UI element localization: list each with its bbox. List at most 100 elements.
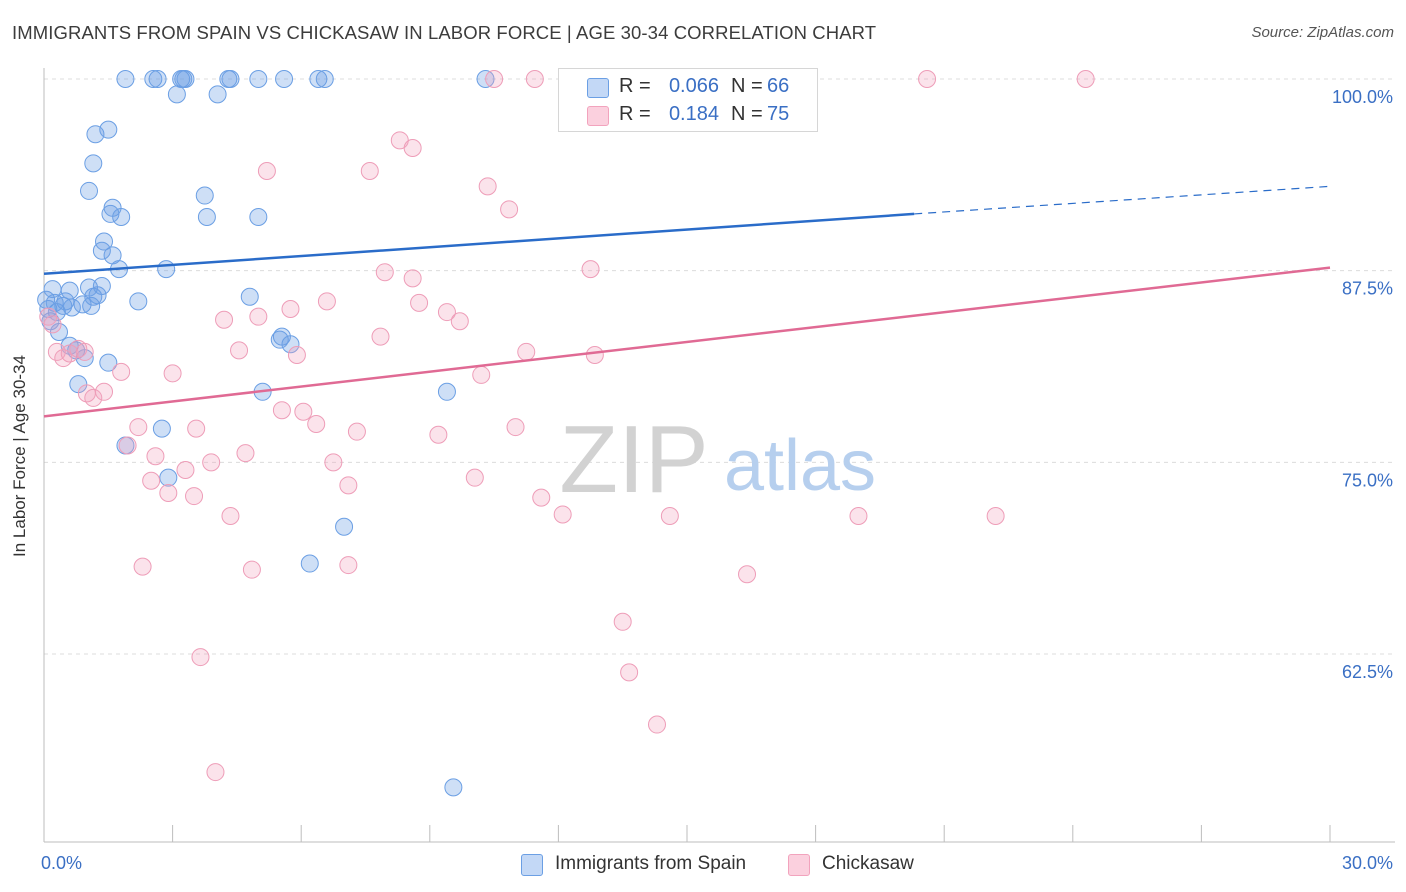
point-spain xyxy=(167,85,186,104)
point-chickasaw xyxy=(206,763,225,782)
point-chickasaw xyxy=(918,70,937,88)
point-spain xyxy=(112,208,131,226)
point-spain xyxy=(88,286,107,305)
point-spain xyxy=(84,154,103,173)
point-chickasaw xyxy=(118,436,137,455)
legend-swatch-spain xyxy=(521,854,543,876)
point-chickasaw xyxy=(360,162,379,180)
point-spain xyxy=(208,85,227,104)
point-chickasaw xyxy=(465,468,484,487)
point-chickasaw xyxy=(339,476,358,495)
point-spain xyxy=(197,208,216,226)
point-chickasaw xyxy=(660,507,679,525)
point-spain xyxy=(157,260,176,279)
point-chickasaw xyxy=(43,315,62,334)
point-spain xyxy=(129,292,148,311)
point-spain xyxy=(92,241,111,260)
point-chickasaw xyxy=(371,327,390,346)
point-spain xyxy=(240,287,259,306)
point-spain xyxy=(281,335,300,354)
point-spain xyxy=(92,277,111,295)
legend-r-label: R = xyxy=(619,75,651,97)
point-chickasaw xyxy=(163,364,182,383)
point-chickasaw xyxy=(585,346,604,364)
point-chickasaw xyxy=(472,365,491,384)
point-chickasaw xyxy=(450,312,469,331)
point-chickasaw xyxy=(202,453,221,472)
point-chickasaw xyxy=(738,565,757,584)
point-spain xyxy=(270,330,289,349)
legend-swatch-chickasaw xyxy=(788,854,810,876)
points-layer xyxy=(37,70,1095,797)
tick-label-layer: 100.0% 87.5% 75.0% 62.5% 0.0% 30.0% xyxy=(41,87,1393,873)
legend-label-spain: Immigrants from Spain xyxy=(555,853,747,874)
chart-title: IMMIGRANTS FROM SPAIN VS CHICKASAW IN LA… xyxy=(12,22,877,43)
legend-n-label: N = xyxy=(731,75,763,97)
legend-r-value-spain: 0.066 xyxy=(668,75,719,97)
y-tick-label: 100.0% xyxy=(1332,87,1393,107)
point-chickasaw xyxy=(517,342,536,361)
point-chickasaw xyxy=(307,415,326,433)
point-chickasaw xyxy=(429,425,448,444)
point-spain xyxy=(221,70,240,88)
point-spain xyxy=(309,70,328,88)
point-chickasaw xyxy=(347,422,366,441)
correlation-legend: R = 0.066 N = 66 R = 0.184 N = 75 xyxy=(558,68,818,132)
series-legend: Immigrants from Spain Chickasaw xyxy=(0,852,1406,880)
point-chickasaw xyxy=(187,419,206,438)
legend-swatch-chickasaw xyxy=(587,106,609,126)
point-chickasaw xyxy=(257,162,276,180)
legend-r-value-chickasaw: 0.184 xyxy=(668,103,719,125)
point-spain xyxy=(50,323,69,341)
point-spain xyxy=(148,70,167,88)
point-chickasaw xyxy=(478,177,497,196)
point-chickasaw xyxy=(95,382,114,401)
point-spain xyxy=(152,419,171,438)
source-label: Source: ZipAtlas.com xyxy=(1251,24,1394,41)
legend-swatch-spain xyxy=(587,78,609,98)
point-chickasaw xyxy=(287,346,306,364)
point-chickasaw xyxy=(60,344,79,363)
point-chickasaw xyxy=(129,418,148,437)
x-tick-label: 0.0% xyxy=(41,853,82,873)
point-chickasaw xyxy=(75,342,94,361)
point-chickasaw xyxy=(242,560,261,579)
point-chickasaw xyxy=(84,388,103,407)
point-spain xyxy=(195,186,214,205)
legend-n-label: N = xyxy=(731,103,763,125)
trendline-spain-extension xyxy=(914,185,1331,215)
point-spain xyxy=(437,382,456,401)
y-tick-label: 87.5% xyxy=(1342,279,1393,299)
point-chickasaw xyxy=(191,648,210,667)
point-chickasaw xyxy=(620,663,639,682)
point-chickasaw xyxy=(500,200,519,219)
point-chickasaw xyxy=(849,507,868,525)
point-spain xyxy=(275,70,294,88)
point-spain xyxy=(80,181,99,200)
point-chickasaw xyxy=(410,293,429,312)
point-chickasaw xyxy=(221,507,240,525)
point-chickasaw xyxy=(215,310,234,329)
point-chickasaw xyxy=(159,484,178,502)
point-chickasaw xyxy=(176,461,195,479)
point-spain xyxy=(444,778,463,797)
point-chickasaw xyxy=(294,402,313,421)
watermark: ZIP atlas xyxy=(559,406,876,513)
point-spain xyxy=(101,204,120,223)
point-chickasaw xyxy=(146,447,165,466)
watermark-atlas: atlas xyxy=(724,426,876,506)
point-chickasaw xyxy=(532,488,551,507)
y-tick-label: 75.0% xyxy=(1342,470,1393,490)
point-chickasaw xyxy=(485,70,504,88)
point-chickasaw xyxy=(249,307,268,326)
point-spain xyxy=(144,70,163,88)
legend-row-spain: R = 0.066 N = 66 xyxy=(559,73,817,101)
point-chickasaw xyxy=(230,341,249,360)
point-chickasaw xyxy=(112,362,131,381)
point-chickasaw xyxy=(506,418,525,437)
point-chickasaw xyxy=(403,139,422,157)
point-chickasaw xyxy=(525,70,544,88)
point-chickasaw xyxy=(185,487,204,506)
axis-layer xyxy=(43,68,1395,843)
